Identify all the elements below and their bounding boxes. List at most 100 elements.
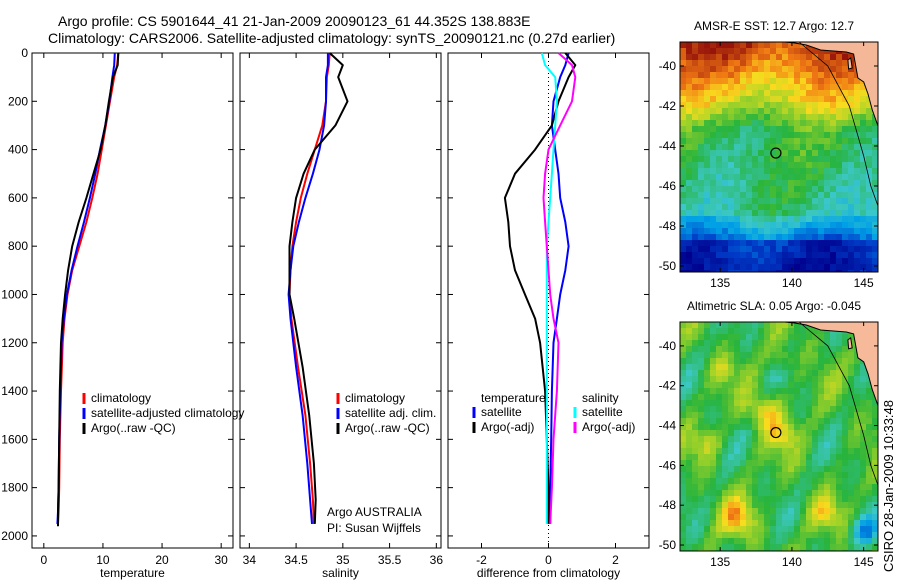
colour-cell [710,144,717,151]
colour-cell [746,210,753,217]
colour-cell [800,514,807,521]
colour-cell [842,186,849,193]
colour-cell [698,72,705,79]
colour-cell [860,490,867,497]
colour-cell [758,490,765,497]
colour-cell [764,424,771,431]
colour-cell [758,394,765,401]
colour-cell [770,334,777,341]
colour-cell [704,66,711,73]
colour-cell [776,222,783,229]
plot-frame [239,52,442,549]
colour-cell [860,460,867,467]
colour-cell [686,264,693,271]
colour-cell [698,412,705,419]
colour-cell [836,258,843,265]
colour-cell [812,394,819,401]
colour-cell [680,538,687,545]
colour-cell [770,120,777,127]
colour-cell [854,544,861,551]
colour-cell [722,234,729,241]
colour-cell [794,60,801,67]
colour-cell [830,400,837,407]
colour-cell [830,90,837,97]
colour-cell [692,466,699,473]
colour-cell [710,382,717,389]
colour-cell [836,240,843,247]
colour-cell [800,186,807,193]
colour-cell [860,448,867,455]
colour-cell [842,138,849,145]
colour-cell [752,346,759,353]
colour-cell [806,346,813,353]
colour-cell [836,234,843,241]
colour-cell [824,180,831,187]
colour-cell [860,406,867,413]
colour-cell [830,460,837,467]
colour-cell [698,328,705,335]
colour-cell [842,394,849,401]
colour-cell [704,90,711,97]
colour-cell [842,156,849,163]
colour-cell [776,264,783,271]
colour-cell [836,54,843,61]
colour-cell [686,90,693,97]
colour-cell [824,364,831,371]
colour-cell [722,526,729,533]
colour-cell [812,234,819,241]
colour-cell [740,132,747,139]
colour-cell [800,466,807,473]
colour-cell [734,472,741,479]
colour-cell [848,210,855,217]
colour-cell [824,258,831,265]
colour-cell [854,412,861,419]
colour-cell [686,180,693,187]
colour-cell [854,430,861,437]
colour-cell [692,424,699,431]
colour-cell [806,102,813,109]
colour-cell [764,370,771,377]
colour-cell [818,252,825,259]
colour-cell [734,454,741,461]
colour-cell [698,240,705,247]
colour-cell [704,496,711,503]
colour-cell [860,370,867,377]
colour-cell [698,48,705,55]
colour-cell [704,42,711,49]
colour-cell [680,222,687,229]
colour-cell [782,144,789,151]
colour-cell [836,228,843,235]
colour-cell [782,532,789,539]
colour-cell [710,526,717,533]
colour-cell [752,502,759,509]
colour-cell [680,252,687,259]
colour-cell [704,228,711,235]
colour-cell [830,174,837,181]
colour-cell [782,412,789,419]
colour-cell [746,234,753,241]
figure-title-line-2: Climatology: CARS2006. Satellite-adjuste… [48,30,615,46]
colour-cell [686,514,693,521]
colour-cell [776,60,783,67]
colour-cell [842,264,849,271]
colour-cell [728,328,735,335]
colour-cell [782,252,789,259]
colour-cell [698,478,705,485]
colour-cell [722,150,729,157]
colour-cell [710,156,717,163]
colour-cell [740,388,747,395]
colour-cell [794,448,801,455]
colour-cell [698,162,705,169]
colour-cell [872,204,878,211]
colour-cell [686,538,693,545]
colour-cell [770,514,777,521]
colour-cell [752,388,759,395]
colour-cell [776,174,783,181]
colour-cell [746,72,753,79]
colour-cell [824,472,831,479]
colour-cell [830,270,837,272]
colour-cell [734,96,741,103]
colour-cell [686,322,693,329]
colour-cell [842,382,849,389]
colour-cell [686,436,693,443]
